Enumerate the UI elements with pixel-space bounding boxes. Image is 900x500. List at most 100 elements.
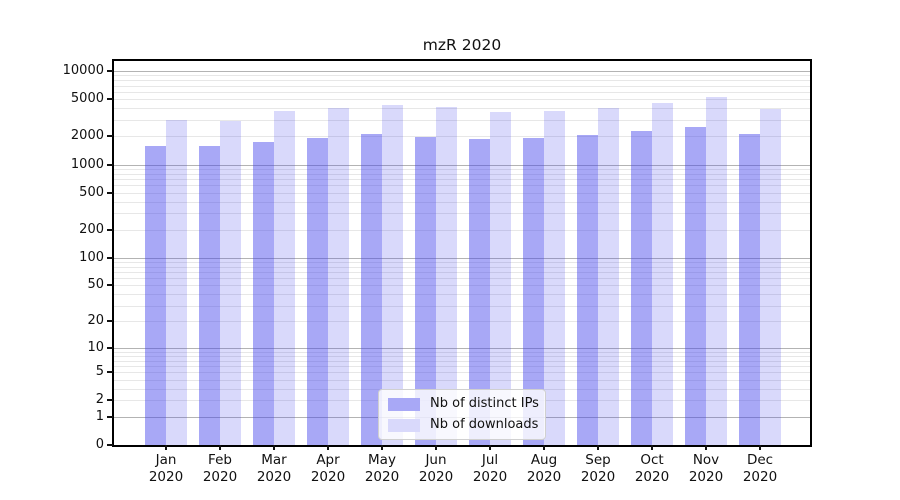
y-tick-mark-500: [107, 191, 113, 194]
y-tick-mark-10000: [107, 70, 113, 73]
gridline-9: [114, 351, 810, 353]
gridline-600: [114, 185, 810, 187]
y-tick-mark-5: [107, 371, 113, 374]
gridline-300: [114, 213, 810, 215]
x-tick-mark-Mar: [273, 445, 275, 450]
x-tick-label-year: 2020: [472, 468, 508, 485]
x-tick-label-Dec: Dec 2020: [728, 452, 792, 485]
x-tick-label-Feb: Feb 2020: [188, 452, 252, 485]
y-tick-mark-1: [107, 415, 113, 418]
bar-distinct-ips-Aug: [523, 137, 544, 445]
y-tick-label-2000: 2000: [70, 128, 104, 144]
bar-downloads-Apr: [328, 107, 349, 445]
y-tick-label-50: 50: [87, 277, 104, 293]
legend-swatch-ips: [388, 397, 420, 411]
gridline-80: [114, 266, 810, 268]
legend-label-downloads: Nb of downloads: [430, 417, 539, 432]
y-tick-label-10: 10: [87, 339, 104, 355]
chart-title: mzR 2020: [422, 36, 502, 54]
y-tick-label-100: 100: [79, 249, 104, 265]
x-tick-label-year: 2020: [742, 468, 778, 485]
bar-distinct-ips-Mar: [253, 141, 274, 445]
x-tick-label-month: Jul: [481, 452, 499, 468]
gridline-3000: [114, 119, 810, 121]
x-tick-mark-May: [381, 445, 383, 450]
x-tick-label-month: Mar: [261, 452, 287, 468]
x-tick-label-year: 2020: [418, 468, 454, 485]
y-tick-label-10000: 10000: [62, 63, 104, 79]
x-tick-label-year: 2020: [364, 468, 400, 485]
bar-distinct-ips-Nov: [685, 127, 706, 445]
x-tick-label-Mar: Mar 2020: [242, 452, 306, 485]
gridline-30: [114, 305, 810, 307]
x-tick-label-month: May: [368, 452, 396, 468]
y-tick-mark-10: [107, 346, 113, 349]
x-tick-mark-Apr: [327, 445, 329, 450]
plot-area: Nb of distinct IPs Nb of downloads: [112, 59, 812, 447]
gridline-100: [114, 257, 810, 259]
bar-downloads-May: [382, 105, 403, 445]
gridline-6: [114, 366, 810, 367]
x-tick-label-year: 2020: [256, 468, 292, 485]
x-tick-mark-Oct: [651, 445, 653, 450]
bar-downloads-Nov: [706, 96, 727, 445]
bar-distinct-ips-Dec: [739, 134, 760, 445]
x-tick-mark-Dec: [759, 445, 761, 450]
gridline-6000: [114, 91, 810, 93]
gridline-4: [114, 379, 810, 381]
bar-downloads-Jul: [490, 112, 511, 445]
legend-item-distinct-ips: Nb of distinct IPs: [388, 397, 539, 411]
x-tick-label-Nov: Nov 2020: [674, 452, 738, 485]
x-tick-label-year: 2020: [580, 468, 616, 485]
y-tick-label-500: 500: [79, 184, 104, 200]
x-tick-label-month: Apr: [316, 452, 340, 468]
gridline-7: [114, 360, 810, 362]
x-tick-label-month: Aug: [530, 452, 558, 468]
gridline-10000: [114, 71, 810, 73]
x-tick-label-Apr: Apr 2020: [296, 452, 360, 485]
y-tick-label-2: 2: [95, 392, 104, 408]
y-tick-mark-20: [107, 320, 113, 323]
gridline-40: [114, 294, 810, 296]
x-tick-mark-Jun: [435, 445, 437, 450]
gridline-5: [114, 372, 810, 374]
bar-downloads-Aug: [544, 110, 565, 445]
gridline-500: [114, 192, 810, 194]
x-tick-label-Oct: Oct 2020: [620, 452, 684, 485]
gridline-9000: [114, 75, 810, 77]
bar-distinct-ips-Apr: [307, 138, 328, 445]
bar-downloads-Jan: [166, 119, 187, 445]
y-tick-label-0: 0: [95, 437, 104, 452]
gridline-8: [114, 355, 810, 357]
x-tick-mark-Jan: [165, 445, 167, 450]
x-tick-label-May: May 2020: [350, 452, 414, 485]
y-tick-mark-1000: [107, 163, 113, 166]
gridline-1000: [114, 164, 810, 166]
bar-downloads-Sep: [598, 107, 619, 445]
gridline-200: [114, 229, 810, 231]
x-tick-label-year: 2020: [310, 468, 346, 485]
x-tick-label-Sep: Sep 2020: [566, 452, 630, 485]
x-tick-label-year: 2020: [202, 468, 238, 485]
y-tick-mark-50: [107, 284, 113, 287]
bar-downloads-Jun: [436, 107, 457, 445]
x-tick-label-year: 2020: [526, 468, 562, 485]
x-tick-label-month: Nov: [692, 452, 720, 468]
x-tick-label-year: 2020: [148, 468, 184, 485]
x-tick-label-month: Feb: [208, 452, 232, 468]
y-tick-label-200: 200: [79, 221, 104, 237]
bar-distinct-ips-Oct: [631, 131, 652, 445]
x-tick-mark-Aug: [543, 445, 545, 450]
gridline-60: [114, 278, 810, 280]
gridline-20: [114, 321, 810, 323]
y-tick-mark-100: [107, 256, 113, 259]
bar-layer: [114, 61, 810, 445]
x-tick-mark-Nov: [705, 445, 707, 450]
x-tick-mark-Feb: [219, 445, 221, 450]
x-tick-label-month: Jun: [425, 452, 447, 468]
bar-distinct-ips-Sep: [577, 135, 598, 445]
legend-item-downloads: Nb of downloads: [388, 417, 539, 432]
gridline-70: [114, 271, 810, 273]
x-tick-label-month: Jan: [155, 452, 177, 468]
bar-downloads-Mar: [274, 110, 295, 445]
